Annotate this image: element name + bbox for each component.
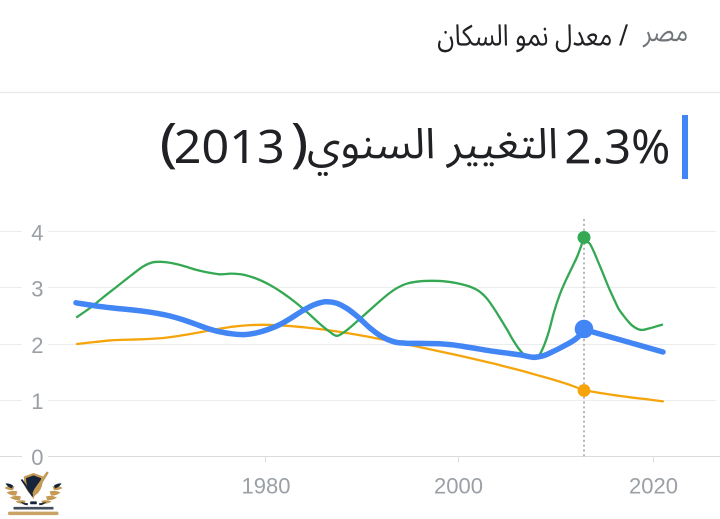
svg-text:1980: 1980: [242, 474, 291, 499]
svg-text:3: 3: [31, 277, 43, 302]
svg-text:2000: 2000: [434, 474, 483, 499]
svg-text:4: 4: [31, 220, 43, 245]
svg-text:2020: 2020: [629, 474, 678, 499]
svg-text:1: 1: [31, 389, 43, 414]
svg-text:2: 2: [31, 333, 43, 358]
svg-text:0: 0: [31, 445, 43, 470]
